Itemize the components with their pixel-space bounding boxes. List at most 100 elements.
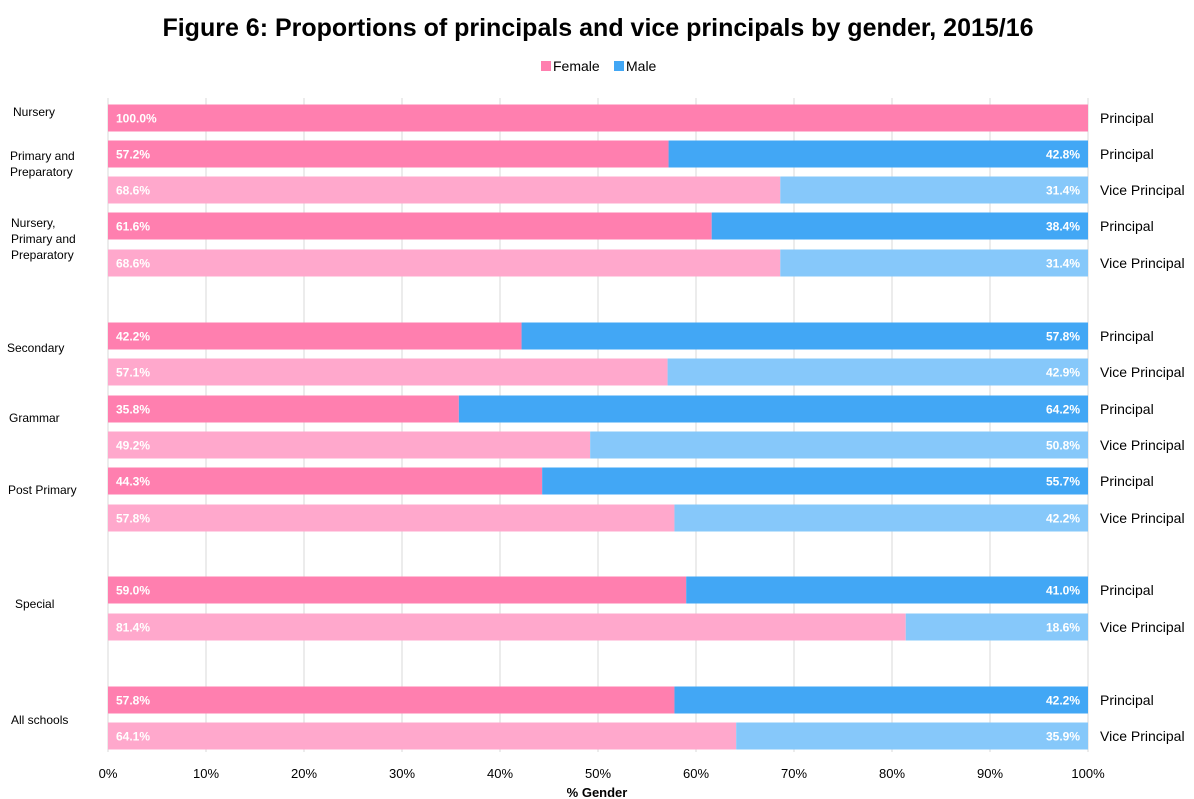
x-tick-label: 90% (977, 766, 1003, 781)
data-label-male: 42.9% (1046, 366, 1080, 380)
category-label: Primary and Preparatory (10, 149, 75, 179)
category-label: Grammar (9, 411, 60, 425)
role-label: Principal (1100, 218, 1154, 234)
bar-male (905, 613, 1088, 641)
data-label-female: 68.6% (116, 257, 150, 271)
bar-male (668, 140, 1088, 168)
role-label: Vice Principal (1100, 255, 1185, 271)
x-axis-title: % Gender (567, 785, 628, 799)
x-tick-label: 50% (585, 766, 611, 781)
x-tick-label: 10% (193, 766, 219, 781)
role-label: Principal (1100, 582, 1154, 598)
x-tick-label: 70% (781, 766, 807, 781)
bars: 100.0% 57.2% 42.8% 68.6% 31.4% 61.6% 38.4% 68.6… (108, 104, 1089, 750)
data-label-female: 59.0% (116, 584, 150, 598)
bar-female (108, 431, 591, 459)
data-label-male: 31.4% (1046, 257, 1080, 271)
bar-male (686, 576, 1088, 604)
data-label-female: 35.8% (116, 403, 150, 417)
data-label-male: 55.7% (1046, 475, 1080, 489)
bar-male (521, 322, 1088, 350)
role-labels: Principal Principal Vice Principal Principa… (1100, 110, 1185, 744)
bar-male (674, 504, 1088, 532)
data-label-male: 18.6% (1046, 621, 1080, 635)
data-label-female: 42.2% (116, 330, 150, 344)
bar-male (542, 467, 1088, 495)
bar-male (674, 686, 1088, 714)
x-axis-ticks: 0% 10% 20% 30% 40% 50% 60% 70% 80% 90% 100% (99, 766, 1105, 781)
category-label: Nursery, Primary and Preparatory (11, 216, 76, 262)
data-label-female: 64.1% (116, 730, 150, 744)
category-labels: Nursery Primary and Preparatory Nursery, Pri… (7, 105, 77, 727)
data-label-male: 31.4% (1046, 184, 1080, 198)
data-label-female: 100.0% (116, 112, 157, 126)
data-label-male: 35.9% (1046, 730, 1080, 744)
x-tick-label: 20% (291, 766, 317, 781)
data-label-female: 57.8% (116, 512, 150, 526)
data-label-male: 64.2% (1046, 403, 1080, 417)
bar-male (780, 249, 1088, 277)
x-tick-label: 60% (683, 766, 709, 781)
bar-male (590, 431, 1088, 459)
x-tick-label: 40% (487, 766, 513, 781)
data-label-female: 68.6% (116, 184, 150, 198)
bar-female (108, 249, 781, 277)
x-tick-label: 30% (389, 766, 415, 781)
bar-female (108, 722, 737, 750)
data-label-male: 42.8% (1046, 148, 1080, 162)
category-label: Nursery (13, 105, 55, 119)
bar-male (736, 722, 1088, 750)
legend-label-male: Male (626, 58, 657, 74)
data-label-female: 57.1% (116, 366, 150, 380)
x-tick-label: 0% (99, 766, 118, 781)
data-label-male: 42.2% (1046, 512, 1080, 526)
data-label-female: 61.6% (116, 220, 150, 234)
role-label: Principal (1100, 110, 1154, 126)
bar-female (108, 176, 781, 204)
bar-female (108, 576, 687, 604)
data-label-female: 44.3% (116, 475, 150, 489)
role-label: Principal (1100, 473, 1154, 489)
category-label: Special (15, 597, 54, 611)
bar-female (108, 358, 668, 386)
bar-male (780, 176, 1088, 204)
bar-male (458, 395, 1089, 423)
bar-female (108, 104, 1088, 132)
legend: Female Male (541, 58, 657, 74)
bar-female (108, 613, 906, 641)
data-label-male: 38.4% (1046, 220, 1080, 234)
role-label: Vice Principal (1100, 728, 1185, 744)
category-label: Post Primary (8, 483, 77, 497)
role-label: Vice Principal (1100, 182, 1185, 198)
data-label-male: 50.8% (1046, 439, 1080, 453)
role-label: Vice Principal (1100, 364, 1185, 380)
legend-swatch-male (614, 61, 624, 71)
role-label: Vice Principal (1100, 510, 1185, 526)
role-label: Principal (1100, 401, 1154, 417)
legend-swatch-female (541, 61, 551, 71)
x-tick-label: 100% (1071, 766, 1105, 781)
bar-female (108, 140, 669, 168)
data-label-female: 81.4% (116, 621, 150, 635)
data-label-female: 57.8% (116, 694, 150, 708)
data-label-male: 57.8% (1046, 330, 1080, 344)
bar-male (667, 358, 1088, 386)
data-label-female: 57.2% (116, 148, 150, 162)
bar-female (108, 504, 675, 532)
data-label-female: 49.2% (116, 439, 150, 453)
x-tick-label: 80% (879, 766, 905, 781)
role-label: Vice Principal (1100, 437, 1185, 453)
bar-female (108, 686, 675, 714)
data-label-male: 41.0% (1046, 584, 1080, 598)
data-label-male: 42.2% (1046, 694, 1080, 708)
role-label: Principal (1100, 146, 1154, 162)
legend-label-female: Female (553, 58, 600, 74)
bar-female (108, 395, 459, 423)
bar-female (108, 467, 543, 495)
category-label: Secondary (7, 341, 64, 355)
category-label: All schools (11, 713, 68, 727)
role-label: Principal (1100, 692, 1154, 708)
role-label: Principal (1100, 328, 1154, 344)
chart-title: Figure 6: Proportions of principals and … (162, 14, 1033, 42)
